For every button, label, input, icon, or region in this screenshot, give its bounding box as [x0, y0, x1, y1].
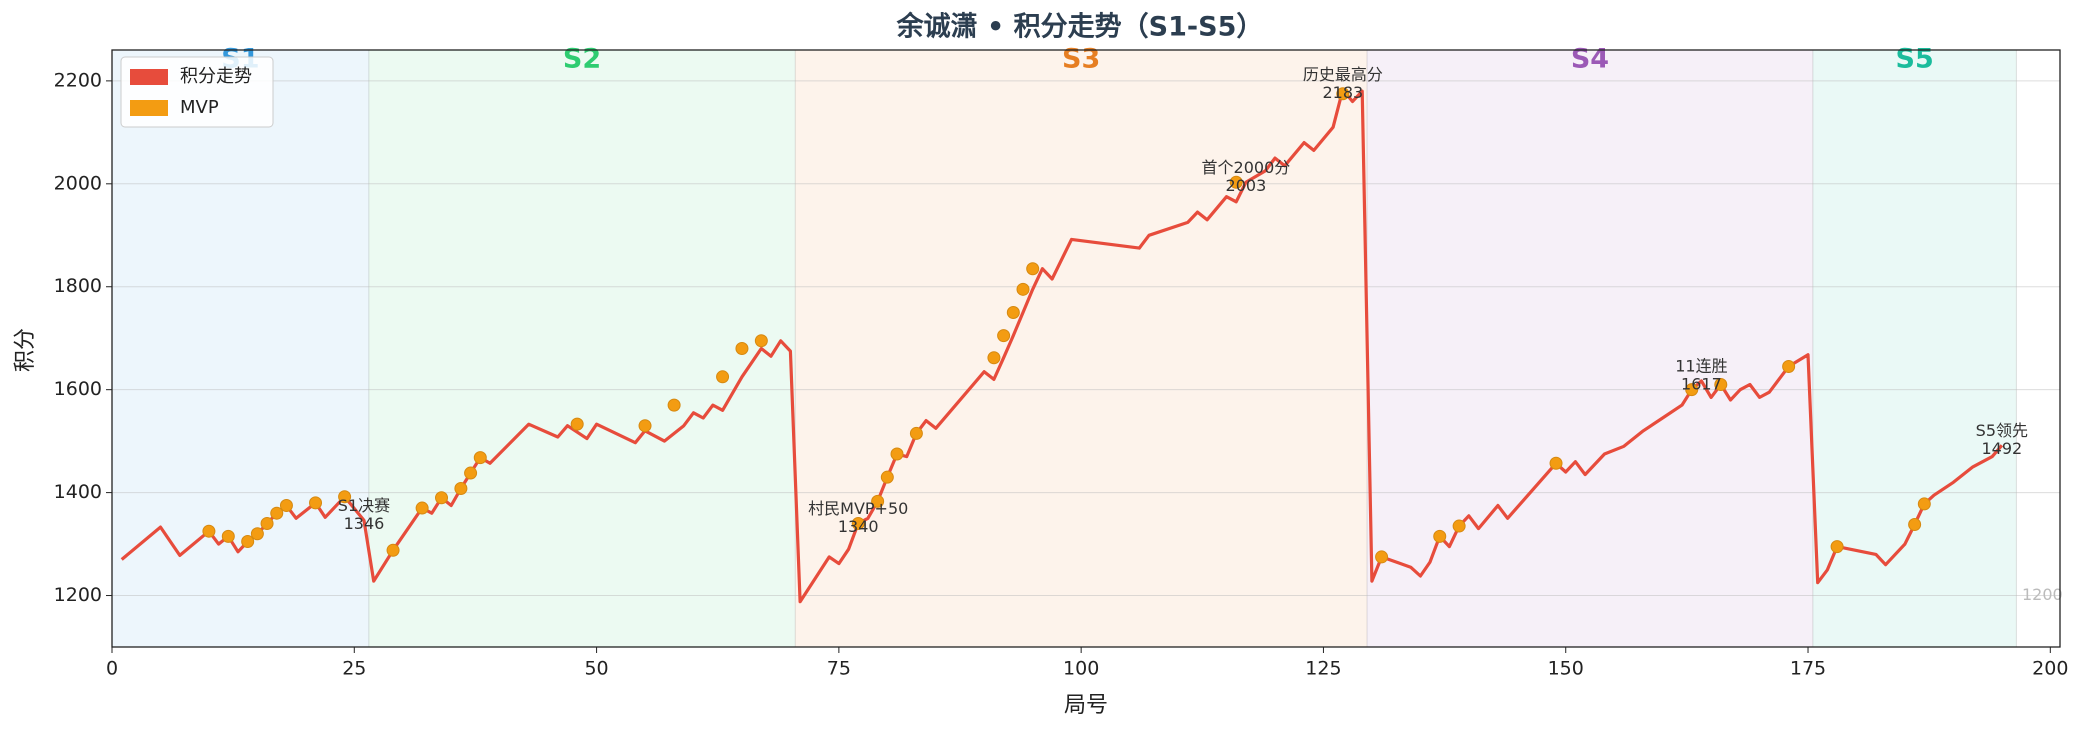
mvp-point [435, 491, 449, 505]
mvp-point [270, 506, 284, 520]
mvp-point [454, 481, 468, 495]
season-label: S4 [1571, 44, 1609, 75]
mvp-point [890, 447, 904, 461]
legend-swatch [130, 100, 168, 116]
annotation-value: 1340 [838, 517, 879, 536]
season-band [1812, 50, 2017, 647]
annotation-value: 1346 [344, 514, 385, 533]
mvp-point [1016, 282, 1030, 296]
mvp-point [464, 466, 478, 480]
mvp-point [1782, 360, 1796, 374]
annotation-value: 1617 [1681, 374, 1722, 393]
mvp-point [1917, 497, 1931, 511]
chart-title: 余诚潇 • 积分走势（S1-S5） [896, 11, 1264, 43]
legend-swatch [130, 69, 168, 85]
mvp-point [1229, 175, 1243, 189]
annotation-text: S1决赛 [338, 496, 390, 515]
mvp-point [1714, 378, 1728, 392]
y-tick-label: 1400 [54, 481, 102, 503]
x-tick-label: 50 [584, 658, 608, 680]
mvp-point [1452, 519, 1466, 533]
y-tick-label: 1800 [54, 275, 102, 297]
legend: 积分走势 MVP [120, 56, 274, 128]
mvp-point [1549, 456, 1563, 470]
annotation-text: 历史最高分 [1303, 65, 1383, 84]
mvp-point [997, 329, 1011, 343]
y-tick-label: 1600 [54, 378, 102, 400]
mvp-point [1830, 540, 1844, 554]
mvp-point [473, 451, 487, 465]
y-axis-label: 积分 [13, 328, 38, 372]
x-tick-label: 100 [1063, 658, 1099, 680]
mvp-point [638, 419, 652, 433]
mvp-point [279, 498, 293, 512]
mvp-point [260, 516, 274, 530]
mvp-point [987, 351, 1001, 365]
mvp-point [1908, 518, 1922, 532]
x-axis-label: 局号 [1064, 693, 1108, 718]
mvp-point [415, 501, 429, 515]
mvp-point [241, 534, 255, 548]
mvp-point [667, 398, 681, 412]
x-tick-label: 125 [1305, 658, 1341, 680]
x-tick-label: 175 [1790, 658, 1826, 680]
annotation-text: 村民MVP+50 [808, 499, 908, 518]
mvp-point [250, 527, 264, 541]
mvp-point [871, 494, 885, 508]
plot-frame [111, 49, 2061, 648]
mvp-point [386, 543, 400, 557]
legend-label: MVP [180, 97, 219, 118]
season-label: S5 [1896, 44, 1934, 75]
annotation-text: 首个2000分 [1202, 158, 1291, 177]
mvp-point [1375, 550, 1389, 564]
annotation-value: 2183 [1322, 83, 1363, 102]
season-band [112, 50, 369, 647]
annotation-text: S5领先 [1976, 421, 2028, 440]
y-tick-label: 2000 [54, 172, 102, 194]
mvp-point [221, 529, 235, 543]
season-label: S3 [1062, 44, 1100, 75]
legend-label: 积分走势 [180, 66, 252, 87]
mvp-point [1433, 529, 1447, 543]
mvp-point [880, 470, 894, 484]
x-tick-label: 75 [827, 658, 851, 680]
x-tick-label: 25 [342, 658, 366, 680]
mvp-point [202, 524, 216, 538]
mvp-point [909, 426, 923, 440]
annotation-value: 2003 [1226, 176, 1267, 195]
y-tick-label: 1200 [54, 584, 102, 606]
mvp-point [1026, 262, 1040, 276]
mvp-point [1685, 383, 1699, 397]
y-tick-label: 2200 [54, 69, 102, 91]
x-tick-label: 0 [106, 658, 118, 680]
mvp-point [851, 516, 865, 530]
x-tick-label: 150 [1548, 658, 1584, 680]
x-tick-label: 200 [2032, 658, 2068, 680]
mvp-point [570, 417, 584, 431]
season-label: S2 [563, 44, 601, 75]
mvp-point [754, 334, 768, 348]
mvp-point [1336, 87, 1350, 101]
mvp-point [1006, 305, 1020, 319]
annotation-text: 11连胜 [1675, 356, 1727, 375]
baseline-label: 1200 [2022, 585, 2063, 604]
mvp-point [338, 490, 352, 504]
season-band [795, 50, 1368, 647]
season-band [1367, 50, 1813, 647]
annotation-value: 1492 [1981, 439, 2022, 458]
season-band [368, 50, 796, 647]
mvp-point [735, 342, 749, 355]
mvp-point [309, 496, 323, 510]
mvp-point [716, 370, 730, 384]
